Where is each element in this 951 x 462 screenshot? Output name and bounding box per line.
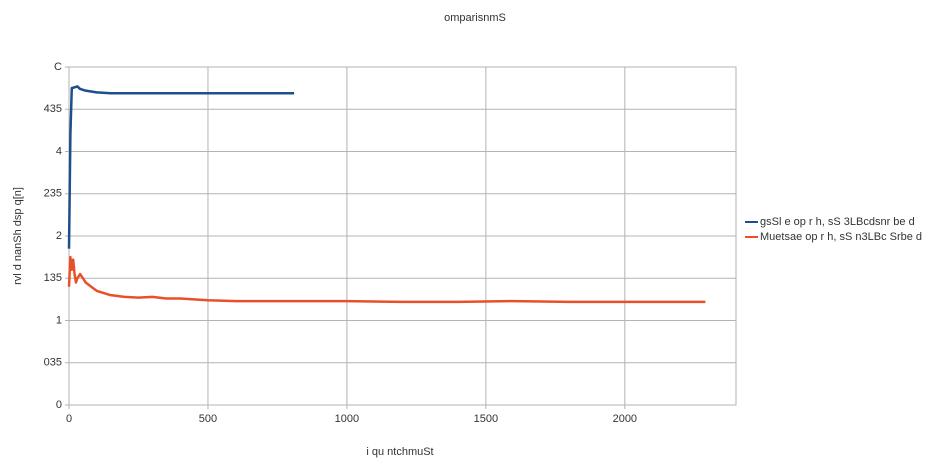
x-tick-label: 1500 [474, 413, 498, 425]
y-tick-label: 1 [56, 314, 62, 326]
x-tick-label: 500 [199, 413, 217, 425]
x-tick-label: 0 [66, 413, 72, 425]
y-tick-label: C [54, 61, 62, 73]
y-tick-label: 135 [44, 272, 62, 284]
y-tick-label: 435 [44, 103, 62, 115]
chart-title: omparisnmS [444, 12, 506, 24]
x-tick-label: 1000 [335, 413, 359, 425]
x-axis-label: i qu ntchmuSt [366, 446, 433, 458]
legend-label: Muetsae op r h, sS n3LBc Srbe d [760, 231, 922, 243]
y-tick-label: 4 [56, 145, 62, 157]
y-axis-label: rvl d nanSh dsp q[n] [12, 187, 24, 285]
x-tick-label: 2000 [613, 413, 637, 425]
y-tick-label: 235 [44, 188, 62, 200]
y-tick-label: 0 [56, 399, 62, 411]
series-line [67, 255, 706, 304]
series-line [67, 85, 295, 249]
legend-label: gsSl e op r h, sS 3LBcdsnr be d [760, 216, 915, 228]
y-tick-label: 035 [44, 357, 62, 369]
y-tick-label: 2 [56, 230, 62, 242]
